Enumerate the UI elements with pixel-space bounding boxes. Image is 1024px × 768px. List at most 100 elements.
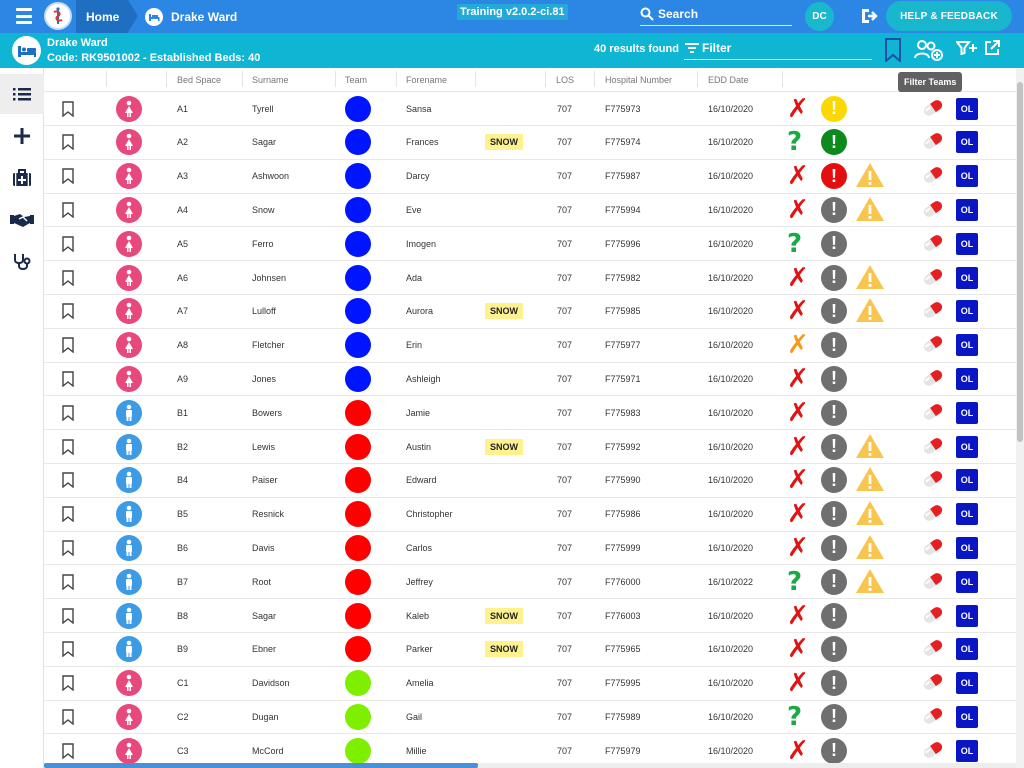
sidebar-item-medical[interactable] <box>0 158 44 198</box>
ol-cell[interactable]: OL <box>956 633 978 666</box>
ol-cell[interactable]: OL <box>956 227 978 260</box>
medication-cell[interactable] <box>921 261 945 294</box>
status-mark[interactable]: ✗ <box>787 295 809 328</box>
ol-button[interactable]: OL <box>956 232 978 255</box>
alert-cell[interactable]: ! <box>821 565 847 598</box>
alert-cell[interactable]: ! <box>821 193 847 226</box>
status-mark[interactable]: ✗ <box>787 362 809 395</box>
ol-button[interactable]: OL <box>956 739 978 762</box>
ol-button[interactable]: OL <box>956 672 978 695</box>
status-mark[interactable]: ✗ <box>787 396 809 429</box>
alert-cell[interactable]: ! <box>821 329 847 362</box>
medication-cell[interactable] <box>921 126 945 159</box>
bookmark-icon[interactable] <box>62 700 74 733</box>
bookmark-icon[interactable] <box>62 498 74 531</box>
table-row[interactable]: A1 Tyrell Sansa 707 F775973 16/10/2020 ✗! OL <box>44 92 1016 126</box>
warning-cell[interactable] <box>855 160 885 193</box>
table-row[interactable]: A3 Ashwoon Darcy 707 F775987 16/10/2020 ✗! OL <box>44 160 1016 194</box>
ol-button[interactable]: OL <box>956 165 978 188</box>
status-mark[interactable]: ✗ <box>787 329 809 362</box>
help-feedback-button[interactable]: HELP & FEEDBACK <box>886 1 1012 31</box>
table-row[interactable]: B8 Sagar Kaleb SNOW 707 F776003 16/10/2020 ✗! OL <box>44 599 1016 633</box>
ol-cell[interactable]: OL <box>956 329 978 362</box>
ol-button[interactable]: OL <box>956 401 978 424</box>
ol-cell[interactable]: OL <box>956 362 978 395</box>
ol-button[interactable]: OL <box>956 97 978 120</box>
table-row[interactable]: A2 Sagar Frances SNOW 707 F775974 16/10/2020?!… <box>44 126 1016 160</box>
medication-cell[interactable] <box>921 633 945 666</box>
alert-cell[interactable]: ! <box>821 261 847 294</box>
horizontal-scrollbar[interactable] <box>44 763 1016 768</box>
table-row[interactable]: A8 Fletcher Erin 707 F775977 16/10/2020 ✗! OL <box>44 329 1016 363</box>
table-row[interactable]: B7 Root Jeffrey 707 F776000 16/10/2022?! OL <box>44 565 1016 600</box>
status-mark[interactable]: ? <box>787 227 802 260</box>
bookmark-icon[interactable] <box>62 362 74 395</box>
alert-cell[interactable]: ! <box>821 599 847 632</box>
search-input[interactable]: Search <box>640 2 792 26</box>
ol-button[interactable]: OL <box>956 536 978 559</box>
status-mark[interactable]: ✗ <box>787 667 809 700</box>
warning-cell[interactable] <box>855 565 885 598</box>
bookmark-icon[interactable] <box>62 193 74 226</box>
ol-button[interactable]: OL <box>956 469 978 492</box>
medication-cell[interactable] <box>921 362 945 395</box>
ol-cell[interactable]: OL <box>956 193 978 226</box>
status-mark[interactable]: ✗ <box>787 430 809 463</box>
ol-button[interactable]: OL <box>956 705 978 728</box>
warning-cell[interactable] <box>855 464 885 497</box>
ol-cell[interactable]: OL <box>956 565 978 598</box>
table-row[interactable]: C3 McCord Millie 707 F775979 16/10/2020 ✗! OL <box>44 734 1016 764</box>
status-mark[interactable]: ✗ <box>787 599 809 632</box>
ol-button[interactable]: OL <box>956 266 978 289</box>
column-edd-date[interactable]: EDD Date <box>708 75 749 85</box>
ol-cell[interactable]: OL <box>956 531 978 564</box>
ol-button[interactable]: OL <box>956 131 978 154</box>
alert-cell[interactable]: ! <box>821 430 847 463</box>
status-mark[interactable]: ✗ <box>787 464 809 497</box>
bookmark-icon[interactable] <box>62 329 74 362</box>
ol-button[interactable]: OL <box>956 604 978 627</box>
medication-cell[interactable] <box>921 329 945 362</box>
bookmark-icon[interactable] <box>62 126 74 159</box>
ol-button[interactable]: OL <box>956 367 978 390</box>
medication-cell[interactable] <box>921 531 945 564</box>
alert-cell[interactable]: ! <box>821 464 847 497</box>
status-mark[interactable]: ✗ <box>787 734 809 764</box>
sidebar-item-add[interactable] <box>0 116 44 156</box>
status-mark[interactable]: ✗ <box>787 92 809 125</box>
bookmark-icon[interactable] <box>62 667 74 700</box>
bookmark-icon[interactable] <box>62 92 74 125</box>
column-los[interactable]: LOS <box>556 75 575 85</box>
table-row[interactable]: B6 Davis Carlos 707 F775999 16/10/2020 ✗! OL <box>44 531 1016 566</box>
ol-button[interactable]: OL <box>956 570 978 593</box>
bookmark-icon[interactable] <box>62 227 74 260</box>
filter-teams-icon[interactable] <box>913 38 945 67</box>
status-mark[interactable]: ✗ <box>787 498 809 531</box>
medication-cell[interactable] <box>921 498 945 531</box>
ol-cell[interactable]: OL <box>956 92 978 125</box>
medication-cell[interactable] <box>921 700 945 733</box>
warning-cell[interactable] <box>855 295 885 328</box>
table-row[interactable]: C1 Davidson Amelia 707 F775995 16/10/2020 ✗! OL <box>44 667 1016 701</box>
medication-cell[interactable] <box>921 160 945 193</box>
bookmark-icon[interactable] <box>62 633 74 666</box>
medication-cell[interactable] <box>921 734 945 764</box>
alert-cell[interactable]: ! <box>821 531 847 564</box>
warning-cell[interactable] <box>855 531 885 564</box>
sidebar-item-list[interactable] <box>0 74 44 114</box>
bookmark-icon[interactable] <box>62 396 74 429</box>
ol-button[interactable]: OL <box>956 435 978 458</box>
vertical-scrollbar[interactable] <box>1016 68 1024 768</box>
table-row[interactable]: A6 Johnsen Ada 707 F775982 16/10/2020 ✗! OL <box>44 261 1016 295</box>
horizontal-scrollbar-thumb[interactable] <box>44 763 478 768</box>
bookmark-icon[interactable] <box>62 430 74 463</box>
bookmark-icon[interactable] <box>62 565 74 598</box>
column-surname[interactable]: Surname <box>252 75 289 85</box>
bookmark-icon[interactable] <box>62 464 74 497</box>
breadcrumb-ward[interactable]: Drake Ward <box>145 0 237 33</box>
status-mark[interactable]: ✗ <box>787 261 809 294</box>
bookmark-filter-icon[interactable] <box>884 38 902 67</box>
alert-cell[interactable]: ! <box>821 498 847 531</box>
status-mark[interactable]: ✗ <box>787 160 809 193</box>
table-row[interactable]: A9 Jones Ashleigh 707 F775971 16/10/2020 ✗! OL <box>44 362 1016 397</box>
